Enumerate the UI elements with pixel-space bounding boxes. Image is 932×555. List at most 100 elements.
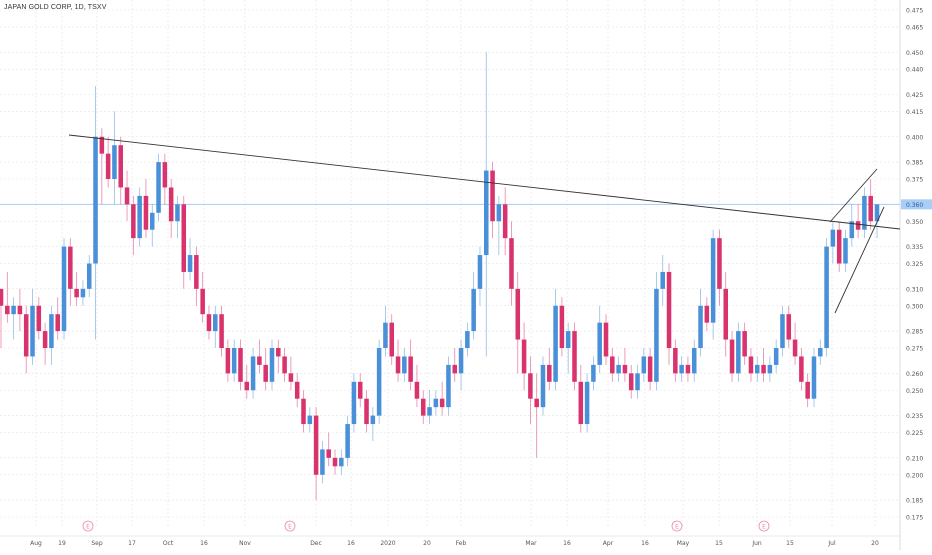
- candle-body: [282, 356, 287, 374]
- candle-body: [830, 229, 836, 247]
- candle-body: [200, 288, 205, 315]
- candle-body: [773, 348, 779, 365]
- candle-body: [603, 322, 609, 357]
- x-tick-label: Jul: [827, 540, 836, 547]
- candle-body: [74, 288, 79, 298]
- candle-body: [654, 288, 659, 382]
- candle-body: [326, 449, 331, 458]
- candle-body: [811, 356, 817, 399]
- x-tick-label: 20: [423, 540, 431, 547]
- x-tick-label: 16: [563, 540, 571, 547]
- candle-body: [219, 314, 224, 348]
- y-tick-label: 0.415: [906, 109, 923, 116]
- y-tick-label: 0.250: [906, 388, 923, 395]
- y-tick-label: 0.465: [906, 24, 923, 31]
- candle-body: [194, 255, 199, 289]
- candle-body: [767, 364, 773, 374]
- candle-body: [528, 373, 533, 399]
- x-tick-label: Aug: [30, 540, 42, 547]
- candle-body: [729, 339, 735, 374]
- candle-body: [370, 415, 376, 425]
- candle-body: [61, 246, 67, 332]
- earnings-label: E: [675, 524, 679, 531]
- x-tick-label: 15: [786, 540, 794, 547]
- y-tick-label: 0.400: [906, 134, 923, 141]
- candle-body: [168, 187, 174, 222]
- candle-body: [597, 322, 602, 365]
- candle-body: [799, 356, 804, 382]
- earnings-circle: [82, 520, 94, 532]
- candle-body: [320, 449, 325, 475]
- candle-body: [515, 288, 521, 340]
- y-tick-label: 0.300: [906, 303, 923, 310]
- candle-body: [11, 305, 16, 315]
- candle-body: [231, 348, 237, 374]
- candle-body: [175, 204, 180, 222]
- candle-body: [691, 348, 697, 374]
- candle-body: [86, 263, 92, 289]
- candle-body: [414, 381, 420, 399]
- candle-body: [748, 356, 754, 374]
- candle-body: [42, 331, 48, 348]
- y-tick-label: 0.375: [906, 177, 923, 184]
- candle-body: [628, 373, 634, 391]
- y-tick-label: 0.210: [906, 455, 923, 462]
- earnings-marker: E: [758, 520, 770, 532]
- candle-body: [698, 305, 703, 348]
- candle-body: [364, 398, 369, 425]
- y-tick-label: 0.200: [906, 472, 923, 479]
- candle-body: [345, 424, 350, 458]
- earnings-circle: [758, 520, 770, 532]
- candle-body: [553, 305, 558, 382]
- candle-body: [143, 195, 149, 230]
- candle-body: [843, 238, 848, 264]
- candle-body: [591, 364, 596, 382]
- candle-body: [534, 398, 539, 408]
- candle-body: [471, 288, 476, 332]
- candle-body: [376, 348, 382, 416]
- candle-body: [244, 381, 250, 391]
- candle-body: [710, 238, 716, 323]
- candle-body: [849, 221, 855, 239]
- candle-body: [99, 136, 105, 154]
- x-tick-label: 17: [128, 540, 136, 547]
- candle-body: [685, 364, 691, 374]
- candle-body: [717, 238, 722, 289]
- candle-body: [313, 415, 319, 475]
- candle-body: [36, 305, 42, 332]
- y-tick-label: 0.425: [906, 92, 923, 99]
- candle-body: [307, 415, 313, 425]
- x-tick-label: 16: [641, 540, 649, 547]
- candle-body: [0, 288, 4, 306]
- earnings-marker: E: [284, 520, 296, 532]
- candle-body: [509, 238, 514, 289]
- candle-body: [137, 195, 142, 239]
- candle-body: [761, 364, 766, 374]
- candle-body: [383, 322, 388, 348]
- trendline: [68, 134, 901, 230]
- trendline: [829, 168, 878, 223]
- x-tick-label: 15: [715, 540, 723, 547]
- candle-body: [332, 457, 338, 467]
- x-tick-label: Mar: [525, 540, 537, 547]
- candle-body: [824, 246, 829, 348]
- chart-title: JAPAN GOLD CORP, 1D, TSXV: [4, 4, 107, 11]
- candle-body: [723, 288, 729, 340]
- candle-body: [276, 348, 281, 357]
- y-tick-label: 0.450: [906, 50, 923, 57]
- y-tick-label: 0.175: [906, 515, 923, 522]
- candle-body: [836, 229, 842, 264]
- y-tick-label: 0.475: [906, 8, 923, 15]
- candle-body: [742, 331, 747, 357]
- candle-body: [754, 364, 760, 374]
- candle-body: [389, 322, 395, 357]
- y-tick-label: 0.285: [906, 329, 923, 336]
- candle-body: [181, 204, 187, 272]
- x-tick-label: 2020: [380, 540, 395, 547]
- candle-body: [786, 314, 792, 340]
- candle-body: [124, 187, 130, 205]
- x-tick-label: 20: [871, 540, 879, 547]
- candle-body: [465, 331, 470, 348]
